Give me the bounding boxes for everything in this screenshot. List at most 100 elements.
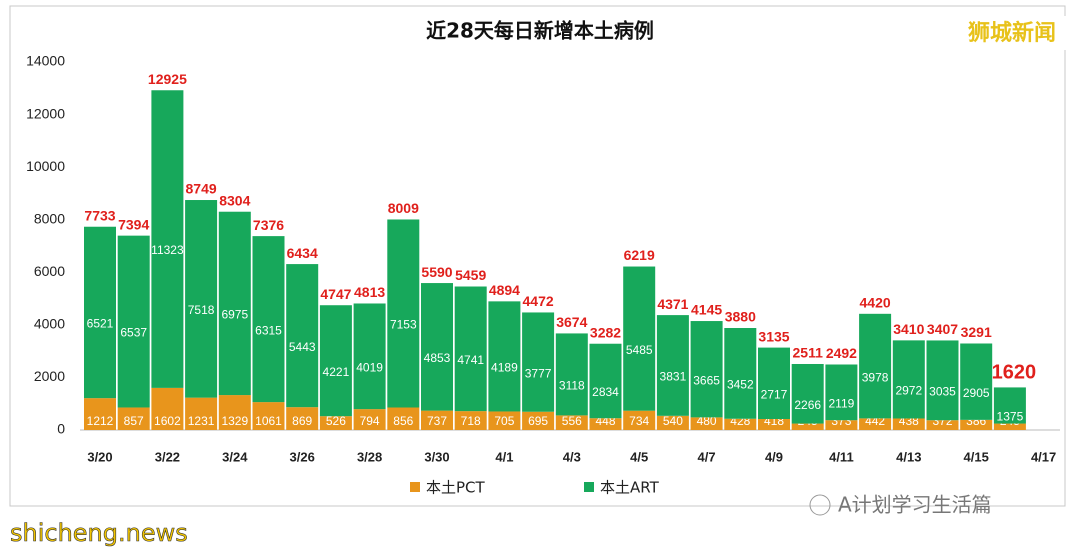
- value-label: 857: [124, 414, 144, 428]
- bar-segment: [791, 363, 824, 424]
- total-label: 3407: [927, 321, 958, 337]
- bar-segment: [286, 264, 319, 408]
- value-label: 1329: [221, 414, 248, 428]
- bar-segment: [454, 286, 487, 412]
- x-tick-label: 3/22: [155, 449, 180, 464]
- total-label: 3291: [961, 324, 992, 340]
- total-label: 4747: [320, 286, 351, 302]
- x-tick-label: 3/24: [222, 449, 248, 464]
- value-label: 737: [427, 414, 447, 428]
- bar-segment: [926, 340, 959, 421]
- total-label: 7733: [84, 207, 115, 223]
- bar-segment: [960, 343, 993, 420]
- bar-segment: [690, 321, 723, 418]
- total-label: 4420: [860, 295, 891, 311]
- total-label: 8749: [186, 181, 217, 197]
- bar-segment: [993, 423, 1026, 430]
- value-label: 526: [326, 414, 346, 428]
- total-label: 4813: [354, 284, 385, 300]
- x-tick-label: 3/26: [290, 449, 315, 464]
- value-label: 6537: [120, 326, 147, 340]
- value-label: 540: [663, 414, 683, 428]
- total-label: 4145: [691, 302, 722, 318]
- total-label: 1620: [992, 362, 1037, 384]
- value-label: 5443: [289, 340, 316, 354]
- total-label: 4371: [657, 296, 688, 312]
- site-watermark: shicheng.news: [10, 519, 188, 547]
- bar-segment: [454, 411, 487, 430]
- x-tick-label: 3/20: [87, 449, 112, 464]
- value-label: 6975: [221, 308, 248, 322]
- bar-segment: [252, 236, 285, 403]
- x-tick-label: 4/15: [964, 449, 989, 464]
- value-label: 3118: [559, 379, 585, 393]
- value-label: 7518: [188, 303, 215, 317]
- y-tick-label: 8000: [34, 210, 65, 226]
- bar-segment: [252, 402, 285, 430]
- x-tick-label: 4/7: [698, 449, 716, 464]
- value-label: 5485: [626, 343, 653, 357]
- total-label: 3135: [758, 328, 789, 344]
- bar-segment: [286, 407, 319, 430]
- value-label: 2717: [761, 387, 788, 401]
- total-label: 3880: [725, 309, 756, 325]
- bar-segment: [724, 418, 757, 430]
- total-label: 3674: [556, 314, 587, 330]
- bar-segment: [859, 313, 892, 419]
- bar-segment: [656, 415, 689, 430]
- value-label: 4741: [457, 353, 484, 367]
- bar-segment: [690, 417, 723, 430]
- y-tick-label: 6000: [34, 263, 65, 279]
- account-icon: [809, 494, 831, 516]
- bar-segment: [117, 235, 150, 408]
- bar-segment: [555, 415, 588, 430]
- bar-segment: [522, 312, 555, 412]
- bar-segment: [387, 407, 420, 430]
- bar-segment: [353, 409, 386, 430]
- total-label: 3410: [893, 321, 924, 337]
- total-label: 7394: [118, 216, 149, 232]
- value-label: 2834: [592, 385, 619, 399]
- x-tick-label: 4/9: [765, 449, 783, 464]
- total-label: 4894: [489, 282, 520, 298]
- total-label: 4472: [523, 293, 554, 309]
- value-label: 718: [461, 414, 481, 428]
- bar-segment: [151, 90, 184, 388]
- bar-segment: [185, 200, 218, 398]
- total-label: 8304: [219, 192, 250, 208]
- total-label: 6434: [287, 245, 318, 261]
- bar-segment: [185, 397, 218, 430]
- watermark: 狮城新闻: [968, 20, 1056, 46]
- total-label: 6219: [624, 247, 655, 263]
- value-label: 869: [292, 414, 312, 428]
- total-label: 5590: [421, 264, 452, 280]
- bar-segment: [758, 419, 790, 430]
- y-tick-label: 10000: [26, 158, 65, 174]
- total-label: 8009: [388, 200, 419, 216]
- total-label: 2492: [826, 345, 857, 361]
- value-label: 734: [629, 414, 649, 428]
- bar-segment: [488, 301, 521, 412]
- value-label: 4221: [323, 365, 350, 379]
- value-label: 1602: [154, 414, 181, 428]
- legend-label: 本土PCT: [426, 479, 486, 497]
- value-label: 480: [697, 414, 717, 428]
- bar-segment: [589, 343, 622, 419]
- bar-segment: [724, 328, 757, 419]
- value-label: 6521: [87, 317, 114, 331]
- bar-segment: [825, 420, 858, 430]
- bar-segment: [84, 398, 116, 430]
- y-tick-label: 2000: [34, 368, 65, 384]
- value-label: 1061: [255, 414, 282, 428]
- value-label: 556: [562, 414, 582, 428]
- value-label: 695: [528, 414, 548, 428]
- value-label: 1231: [188, 414, 215, 428]
- value-label: 6315: [255, 323, 282, 337]
- value-label: 3831: [660, 370, 687, 384]
- watermark-bg: [955, 16, 1067, 50]
- value-label: 3777: [525, 366, 552, 380]
- value-label: 2119: [828, 397, 854, 411]
- value-label: 1375: [997, 410, 1024, 424]
- value-label: 856: [393, 414, 413, 428]
- x-tick-label: 4/5: [630, 449, 648, 464]
